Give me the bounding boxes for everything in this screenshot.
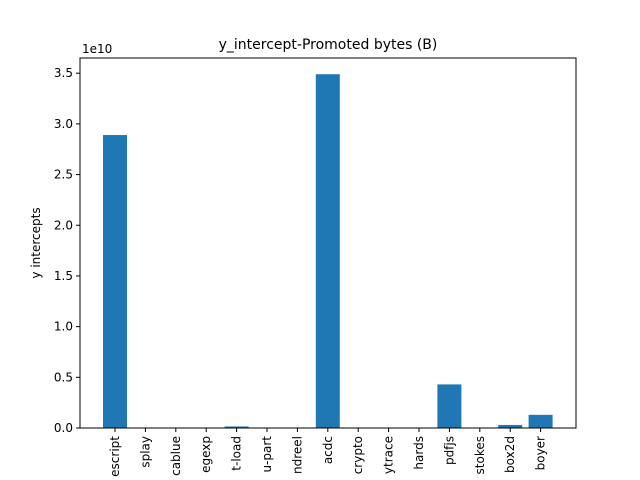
y-tick-label: 3.5 [54,66,73,80]
x-tick-label: ndreel [290,436,304,474]
y-tick-label: 0.5 [54,370,73,384]
x-tick-label: cablue [169,436,183,476]
x-tick-label: crypto [351,436,365,474]
y-axis: 0.0 0.5 1.0 1.5 2.0 2.5 3.0 3.5 [54,66,80,435]
y-tick-label: 1.5 [54,269,73,283]
bar-acdc [315,74,340,428]
y-axis-scale-label: 1e10 [82,42,112,56]
bar-escript [103,135,127,429]
x-tick-label: acdc [321,436,335,464]
x-tick-label: boyer [534,436,548,470]
x-tick-label: stokes [473,436,487,474]
y-tick-label: 2.5 [54,168,73,182]
y-axis-title: y intercepts [29,207,43,278]
x-tick-label: t-load [230,436,244,471]
bar-pdfjs [437,384,462,428]
y-tick-label: 3.0 [54,117,73,131]
x-tick-label: pdfjs [442,436,456,465]
x-tick-label: box2d [503,436,517,473]
x-tick-label: egexp [199,436,213,473]
y-tick-label: 2.0 [54,218,73,232]
x-tick-label: ytrace [382,436,396,474]
bars-group [103,74,553,429]
x-tick-label: hards [412,436,426,470]
x-tick-label: u-part [260,436,274,473]
bar-boyer [528,414,553,428]
y-tick-label: 0.0 [54,421,73,435]
x-axis: escript splay cablue egexp t-load u-part ndree… [108,428,548,477]
bar-t-load [224,426,249,428]
plot-frame [79,57,577,429]
x-tick-label: escript [108,436,122,477]
chart-title: y_intercept-Promoted bytes (B) [219,37,438,53]
y-tick-label: 1.0 [54,320,73,334]
x-tick-label: splay [138,436,152,468]
bar-box2d [498,424,523,428]
